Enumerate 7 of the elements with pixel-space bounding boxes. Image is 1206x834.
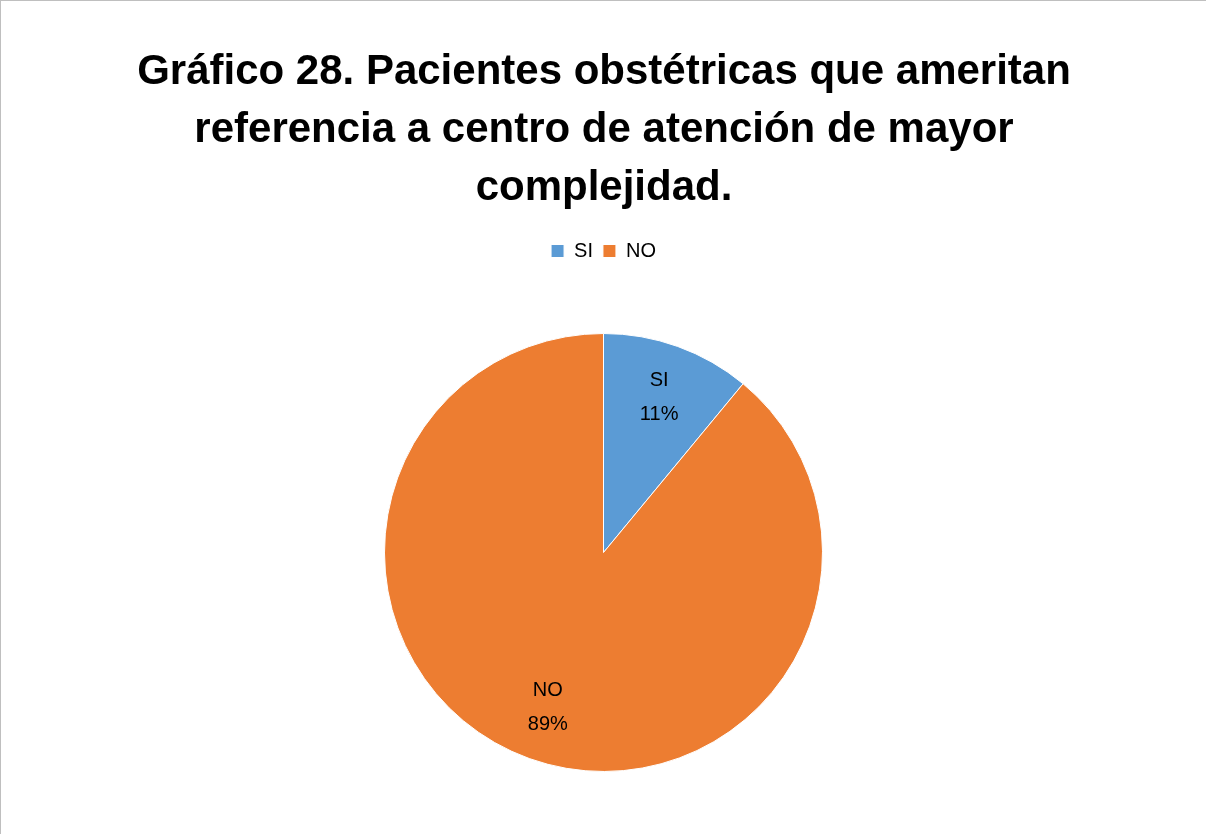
slice-label: NO [532, 677, 563, 700]
chart-title: Gráfico 28. Pacientes obstétricas que ameritan referencia a centro de atención de mayor complejidad. [136, 45, 1072, 211]
data-label: 89% [527, 711, 569, 734]
legend-label: SI [574, 238, 593, 261]
legend-label: NO [625, 238, 656, 261]
slice-label: SI [649, 368, 669, 391]
data-label: 11% [639, 402, 679, 425]
